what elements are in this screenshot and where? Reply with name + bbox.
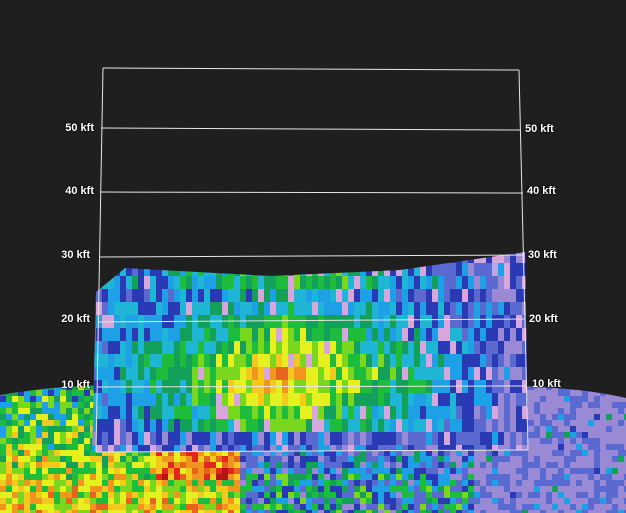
grid-line-50kft <box>100 127 522 131</box>
altitude-grid-frame <box>95 67 529 453</box>
altitude-label-right-50kft: 50 kft <box>525 123 554 135</box>
vertical-reflectivity-section <box>92 252 528 452</box>
altitude-label-right-30kft: 30 kft <box>528 249 557 261</box>
altitude-label-left-10kft: 10 kft <box>61 379 90 391</box>
frame-left-edge <box>95 67 104 453</box>
grid-line-30kft <box>98 254 525 258</box>
frame-top-edge <box>102 67 520 71</box>
grid-line-40kft <box>99 191 524 194</box>
altitude-label-left-20kft: 20 kft <box>61 313 90 325</box>
frame-right-edge <box>518 69 529 451</box>
grid-line-10kft <box>96 385 528 388</box>
altitude-label-left-50kft: 50 kft <box>65 122 94 134</box>
grid-line-20kft <box>97 318 526 323</box>
altitude-label-right-20kft: 20 kft <box>529 313 558 325</box>
altitude-label-left-30kft: 30 kft <box>61 249 90 261</box>
altitude-label-right-40kft: 40 kft <box>527 185 556 197</box>
altitude-label-right-10kft: 10 kft <box>532 378 561 390</box>
altitude-label-left-40kft: 40 kft <box>65 185 94 197</box>
frame-bottom-edge <box>95 449 529 453</box>
